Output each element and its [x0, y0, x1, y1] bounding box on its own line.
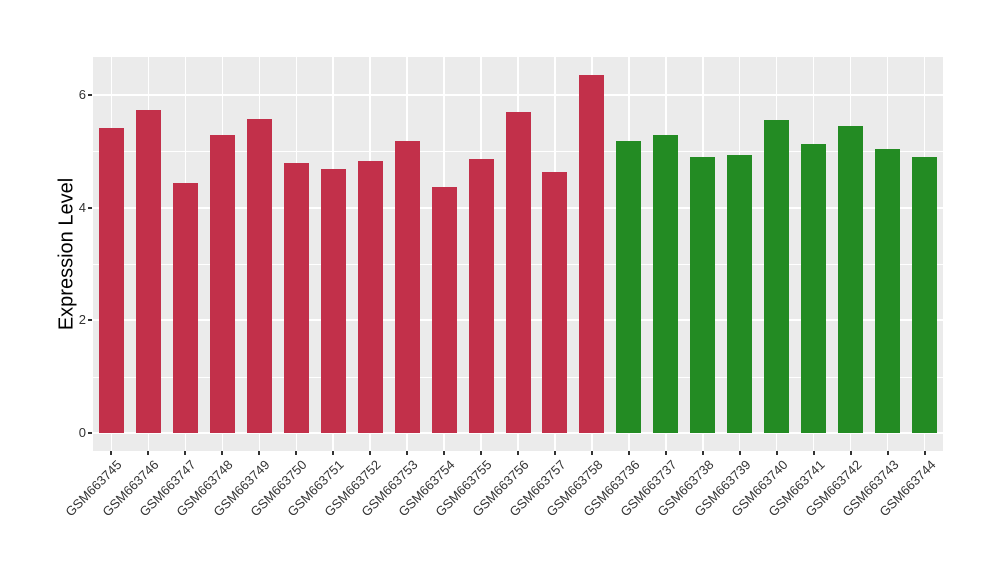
x-tick-mark: [184, 451, 187, 455]
bar-GSM663736: [616, 141, 642, 433]
plot-panel: [93, 57, 943, 451]
bar-GSM663751: [320, 169, 346, 433]
x-tick-mark: [332, 451, 335, 455]
y-tick-mark: [88, 93, 92, 96]
x-tick-mark: [221, 451, 224, 455]
x-tick-mark: [295, 451, 298, 455]
x-tick-mark: [258, 451, 261, 455]
bar-GSM663758: [579, 75, 605, 433]
bar-GSM663745: [98, 127, 124, 433]
bar-GSM663737: [653, 134, 679, 433]
bar-GSM663747: [172, 183, 198, 433]
bar-GSM663748: [209, 135, 235, 433]
y-tick-label: 6: [78, 86, 86, 102]
x-tick-mark: [147, 451, 150, 455]
x-tick-mark: [664, 451, 667, 455]
bar-GSM663741: [801, 143, 827, 433]
y-tick-label: 2: [78, 312, 86, 328]
bar-GSM663738: [690, 156, 716, 433]
bar-GSM663750: [283, 163, 309, 433]
x-tick-mark: [775, 451, 778, 455]
x-tick-mark: [480, 451, 483, 455]
x-tick-mark: [590, 451, 593, 455]
bar-GSM663743: [875, 149, 901, 433]
x-tick-mark: [738, 451, 741, 455]
y-tick-mark: [88, 432, 92, 434]
x-tick-mark: [812, 451, 815, 455]
bar-GSM663739: [727, 155, 753, 433]
x-tick-mark: [517, 451, 519, 455]
x-tick-mark: [923, 451, 926, 455]
x-tick-mark: [701, 451, 704, 455]
x-tick-mark: [369, 451, 372, 455]
bar-GSM663746: [135, 109, 161, 433]
bar-GSM663753: [394, 140, 420, 433]
bar-GSM663744: [912, 157, 938, 433]
y-tick-mark: [88, 206, 92, 209]
x-tick-mark: [406, 451, 409, 455]
x-tick-mark: [886, 451, 889, 455]
bar-GSM663757: [542, 171, 568, 433]
bar-GSM663740: [764, 120, 790, 433]
bar-GSM663756: [505, 112, 531, 433]
x-tick-mark: [443, 451, 446, 455]
bar-GSM663742: [838, 125, 864, 433]
x-tick-mark: [849, 451, 852, 455]
bar-GSM663752: [357, 160, 383, 433]
y-tick-label: 4: [78, 199, 86, 215]
y-tick-label: 0: [78, 425, 86, 440]
bar-GSM663754: [431, 186, 457, 433]
x-tick-mark: [553, 451, 556, 455]
y-tick-mark: [88, 319, 92, 322]
bar-GSM663755: [468, 159, 494, 433]
bar-GSM663749: [246, 119, 272, 433]
x-tick-mark: [627, 451, 630, 455]
x-tick-mark: [110, 451, 113, 455]
